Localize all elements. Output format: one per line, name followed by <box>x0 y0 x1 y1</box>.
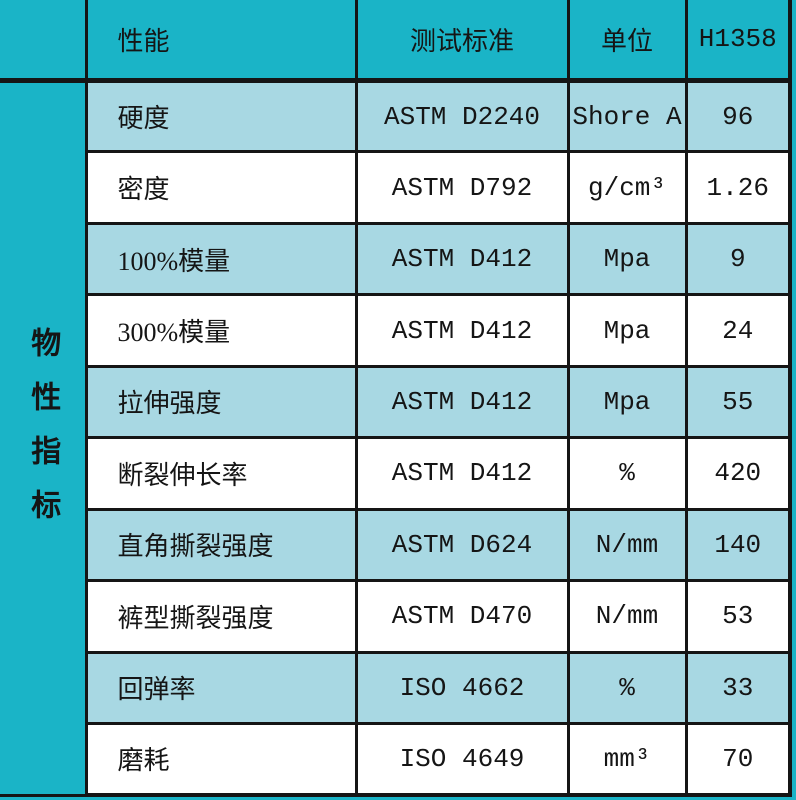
table-row: 断裂伸长率 ASTM D412% 420 <box>0 436 792 511</box>
standard-cell: ASTM D412 <box>354 293 570 368</box>
table-row: 直角撕裂强度 ASTM D624 N/mm 140 <box>0 507 792 583</box>
property-cell: 拉伸强度 <box>84 364 358 440</box>
unit-cell: Mpa <box>566 221 688 297</box>
standard-cell: ASTM D624 <box>354 507 570 583</box>
property-cell: 300%模量 <box>84 293 358 368</box>
standard-cell: ASTM D2240 <box>354 78 570 154</box>
header-property: 性能 <box>84 0 358 83</box>
table-row: 拉伸强度 ASTM D412 Mpa 55 <box>0 364 792 440</box>
unit-cell: g/cm³ <box>566 150 688 225</box>
standard-cell: ASTM D792 <box>354 150 570 225</box>
unit-cell: Mpa <box>566 364 688 440</box>
value-cell: 70 <box>684 721 792 797</box>
property-cell: 硬度 <box>84 78 358 154</box>
standard-cell: ISO 4662 <box>354 650 570 725</box>
header-row: 性能 测试标准 单位 H1358 <box>0 0 792 83</box>
table-row: 密度 ASTM D792 g/cm³ 1.26 <box>0 150 792 225</box>
header-standard: 测试标准 <box>354 0 570 83</box>
standard-cell: ASTM D412 <box>354 436 570 511</box>
row-group-label: 物性指标 <box>26 326 60 543</box>
table-row: 300%模量 ASTM D412 Mpa 24 <box>0 293 792 368</box>
value-cell: 420 <box>684 436 792 511</box>
standard-cell: ASTM D412 <box>354 221 570 297</box>
value-cell: 24 <box>684 293 792 368</box>
standard-cell: ISO 4649 <box>354 721 570 797</box>
table-row: 回弹率 ISO 4662% 33 <box>0 650 792 725</box>
value-cell: 96 <box>684 78 792 154</box>
unit-cell: N/mm <box>566 507 688 583</box>
table-row: 100%模量 ASTM D412 Mpa 9 <box>0 221 792 297</box>
table-row: 物性指标 硬度 ASTM D2240 Shore A 96 <box>0 78 792 797</box>
unit-cell: Mpa <box>566 293 688 368</box>
property-cell: 回弹率 <box>84 650 358 725</box>
row-group-cell: 物性指标 <box>0 79 88 797</box>
unit-cell: Shore A <box>566 78 688 154</box>
corner-cell <box>0 0 88 83</box>
value-cell: 53 <box>684 579 792 654</box>
value-cell: 33 <box>684 650 792 725</box>
table-row: 裤型撕裂强度 ASTM D470 N/mm 53 <box>0 579 792 654</box>
value-cell: 140 <box>684 507 792 583</box>
unit-cell: N/mm <box>566 579 688 654</box>
table-row: 磨耗 ISO 4649 mm³ 70 <box>0 721 792 797</box>
unit-cell: % <box>566 650 688 725</box>
value-cell: 55 <box>684 364 792 440</box>
standard-cell: ASTM D470 <box>354 579 570 654</box>
header-grade: H1358 <box>684 0 792 83</box>
property-cell: 密度 <box>84 150 358 225</box>
unit-cell: mm³ <box>566 721 688 797</box>
standard-cell: ASTM D412 <box>354 364 570 440</box>
property-cell: 磨耗 <box>84 721 358 797</box>
value-cell: 1.26 <box>684 150 792 225</box>
header-unit: 单位 <box>566 0 688 83</box>
property-cell: 直角撕裂强度 <box>84 507 358 583</box>
unit-cell: % <box>566 436 688 511</box>
property-cell: 断裂伸长率 <box>84 436 358 511</box>
property-cell: 裤型撕裂强度 <box>84 579 358 654</box>
property-cell: 100%模量 <box>84 221 358 297</box>
value-cell: 9 <box>684 221 792 297</box>
